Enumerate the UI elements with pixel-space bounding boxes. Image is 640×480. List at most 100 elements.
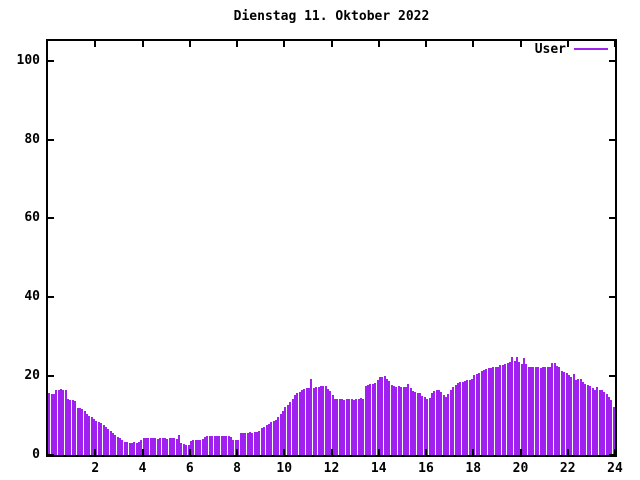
bar: [326, 389, 329, 455]
y-tick: [609, 296, 615, 299]
bar: [194, 440, 197, 455]
bar: [69, 400, 72, 455]
bar: [204, 437, 207, 455]
bar: [416, 393, 419, 455]
bar: [442, 395, 445, 455]
bar: [572, 374, 575, 455]
bar: [289, 402, 292, 455]
y-tick-label: 100: [16, 52, 40, 68]
bar: [274, 420, 277, 455]
bar: [412, 391, 414, 455]
bar: [322, 386, 325, 455]
bar: [468, 380, 471, 455]
x-tick: [472, 449, 475, 455]
x-tick-label: 14: [370, 461, 387, 476]
bar: [489, 368, 492, 455]
y-tick: [609, 217, 615, 220]
x-tick: [614, 449, 616, 455]
bar: [324, 386, 327, 455]
bar: [85, 414, 88, 455]
x-tick-label: 20: [512, 461, 529, 476]
bar: [175, 439, 178, 455]
bar: [260, 428, 263, 455]
x-tick: [519, 41, 522, 47]
bar: [220, 436, 223, 455]
bar: [251, 433, 254, 455]
bar: [279, 414, 282, 455]
bar: [421, 396, 424, 455]
bar: [213, 436, 216, 455]
legend-series-label: User: [534, 41, 566, 57]
bar: [336, 399, 339, 455]
bar: [291, 399, 294, 455]
bar: [404, 387, 407, 455]
bar: [201, 439, 204, 455]
x-tick: [566, 449, 569, 455]
bar: [596, 387, 599, 455]
bar: [454, 385, 457, 455]
bar: [59, 389, 62, 455]
bar: [140, 440, 143, 455]
chart-title: Dienstag 11. Oktober 2022: [233, 9, 430, 24]
x-tick: [566, 41, 569, 47]
bar: [116, 437, 119, 455]
bar: [171, 438, 174, 455]
bar: [300, 390, 303, 455]
bar: [95, 421, 98, 455]
bar: [589, 386, 592, 455]
bar: [71, 400, 74, 455]
bar: [107, 429, 110, 455]
bar: [137, 442, 140, 455]
bar: [55, 390, 58, 455]
bar: [93, 419, 96, 455]
bar: [426, 399, 429, 455]
bar: [246, 433, 249, 455]
bar: [78, 408, 81, 455]
bar: [546, 367, 549, 455]
bar: [189, 441, 192, 455]
bar: [97, 422, 100, 455]
bar: [50, 394, 53, 455]
bar: [182, 444, 185, 455]
x-tick: [141, 449, 144, 455]
bar: [591, 388, 594, 455]
bar: [449, 390, 452, 455]
y-tick-label: 0: [32, 447, 40, 462]
bar: [388, 381, 391, 455]
bar: [192, 440, 195, 455]
bar: [67, 399, 70, 455]
bar: [187, 445, 190, 455]
y-tick: [48, 375, 54, 378]
bar: [544, 367, 547, 455]
bar: [338, 399, 341, 455]
x-tick: [472, 41, 475, 47]
bar: [560, 371, 563, 455]
bar: [244, 433, 247, 455]
bar: [367, 385, 370, 455]
bar: [532, 367, 535, 455]
bar: [130, 443, 133, 455]
bar: [593, 390, 596, 455]
bar: [293, 395, 296, 455]
bar: [109, 431, 112, 455]
bar: [232, 440, 235, 455]
bar: [74, 401, 77, 455]
bar: [466, 380, 469, 455]
bar: [225, 436, 228, 455]
bar: [142, 438, 145, 455]
x-tick: [94, 41, 97, 47]
bar: [345, 399, 348, 455]
bar: [371, 384, 374, 455]
bar: [352, 400, 355, 455]
bar: [310, 379, 313, 455]
bar: [506, 363, 509, 455]
x-tick-label: 18: [465, 461, 482, 476]
x-tick: [283, 41, 286, 47]
bar: [215, 436, 218, 455]
bar: [223, 436, 225, 455]
bar: [185, 445, 188, 455]
bar: [608, 397, 611, 455]
bar: [556, 366, 559, 455]
bar: [168, 438, 171, 455]
bar: [598, 390, 601, 455]
